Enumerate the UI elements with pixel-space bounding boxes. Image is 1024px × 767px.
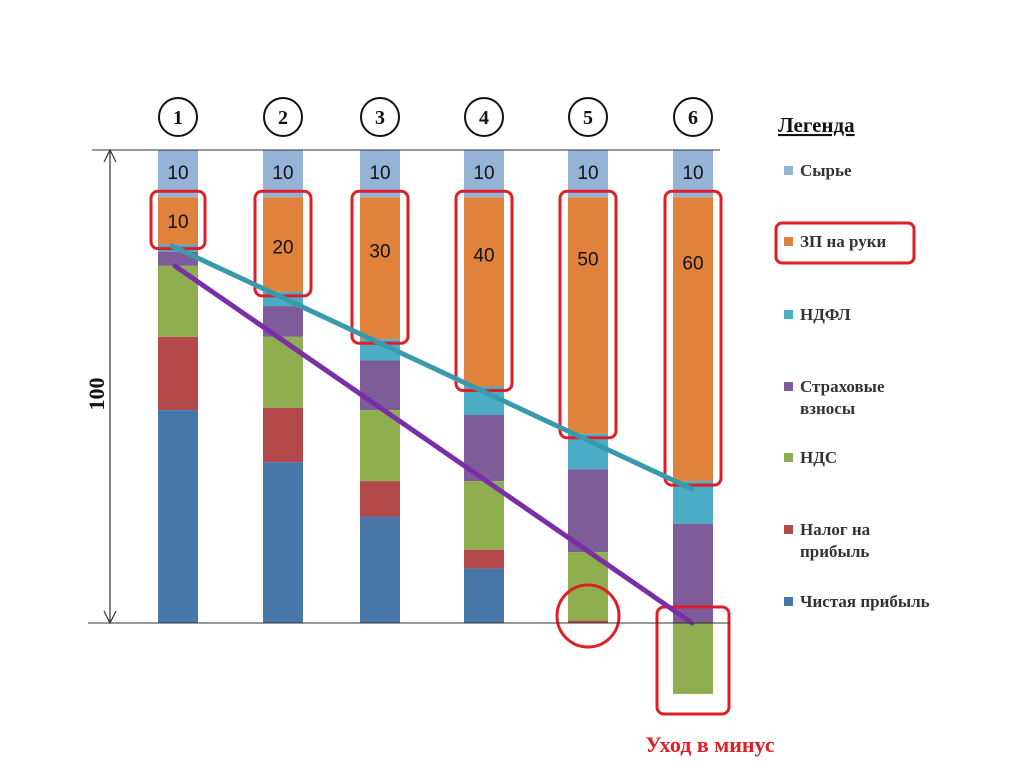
bar-segment-5-2	[568, 197, 608, 434]
legend-swatch-3	[784, 310, 793, 319]
category-label-2: 2	[278, 107, 288, 129]
legend-salary-highlight	[774, 221, 916, 265]
category-circle-2	[263, 97, 303, 137]
category-label-6: 6	[688, 107, 698, 129]
legend-label-1: Сырье	[800, 161, 852, 180]
legend-label-4: Страховые взносы	[800, 377, 885, 418]
axis-label: 100	[84, 378, 109, 411]
salary-trend-line	[169, 243, 695, 492]
bar-segment-3-2	[360, 197, 400, 340]
bar-segment-2-6	[263, 407, 303, 463]
bar-segment-6-1	[673, 150, 713, 198]
bar-segment-4-7	[464, 568, 504, 623]
legend-label-5: НДС	[800, 448, 837, 467]
bar-segment-3-6	[360, 481, 400, 517]
bar-segment-1-6	[158, 336, 198, 411]
bar-segment-3-1	[360, 150, 400, 198]
legend-label-2: ЗП на руки	[800, 232, 887, 251]
bar-segment-1-7	[158, 410, 198, 623]
value-label-salary-5: 50	[577, 249, 598, 270]
bar-segment-4-5	[464, 481, 504, 550]
negative-highlight	[655, 605, 731, 716]
bar-segment-4-2	[464, 197, 504, 387]
value-label-raw-2: 10	[272, 163, 293, 184]
bar-segment-4-6	[464, 549, 504, 569]
legend-swatch-1	[784, 166, 793, 175]
bar-segment-3-4	[360, 360, 400, 411]
legend-swatch-2	[784, 237, 793, 246]
bar-segment-3-7	[360, 516, 400, 623]
bar-segment-1-1	[158, 150, 198, 198]
value-label-salary-1: 10	[167, 212, 188, 233]
value-label-salary-6: 60	[682, 253, 703, 274]
value-label-raw-4: 10	[473, 163, 494, 184]
legend-label-6: Налог на прибыль	[800, 520, 871, 561]
negative-annotation: Уход в минус	[645, 732, 775, 757]
legend-title: Легенда	[778, 113, 855, 137]
category-label-4: 4	[479, 107, 489, 129]
bar-segment-3-5	[360, 410, 400, 482]
value-label-raw-6: 10	[682, 163, 703, 184]
value-label-raw-3: 10	[369, 163, 390, 184]
legend-label-3: НДФЛ	[800, 305, 851, 324]
legend-label-7: Чистая прибыль	[800, 592, 930, 611]
salary-highlight-6	[663, 189, 723, 487]
legend-swatch-7	[784, 597, 793, 606]
bar-segment-5-6	[568, 620, 608, 623]
value-label-salary-2: 20	[272, 237, 293, 258]
value-label-raw-1: 10	[167, 163, 188, 184]
legend-swatch-5	[784, 453, 793, 462]
zero-profit-highlight	[555, 583, 621, 649]
category-label-5: 5	[583, 107, 593, 129]
category-circle-3	[360, 97, 400, 137]
bar-segment-6-2	[673, 197, 713, 482]
bar-segment-1-2	[158, 197, 198, 245]
bar-segment-5-1	[568, 150, 608, 198]
profit-trend-line	[172, 263, 695, 626]
bar-segment-5-4	[568, 469, 608, 553]
value-label-salary-3: 30	[369, 241, 390, 262]
bar-segment-2-1	[263, 150, 303, 198]
category-label-3: 3	[375, 107, 385, 129]
category-circle-6	[673, 97, 713, 137]
legend-swatch-4	[784, 382, 793, 391]
arrow-down-icon	[103, 610, 117, 625]
category-label-1: 1	[173, 107, 183, 129]
bar-segment-4-1	[464, 150, 504, 198]
category-circle-5	[568, 97, 608, 137]
legend-swatch-6	[784, 525, 793, 534]
bar-segment-2-2	[263, 197, 303, 292]
bar-segment-6-5	[673, 623, 713, 694]
bar-segment-2-7	[263, 462, 303, 623]
arrow-up-icon	[103, 148, 117, 163]
category-circle-1	[158, 97, 198, 137]
value-label-raw-5: 10	[577, 163, 598, 184]
value-label-salary-4: 40	[473, 245, 494, 266]
category-circle-4	[464, 97, 504, 137]
